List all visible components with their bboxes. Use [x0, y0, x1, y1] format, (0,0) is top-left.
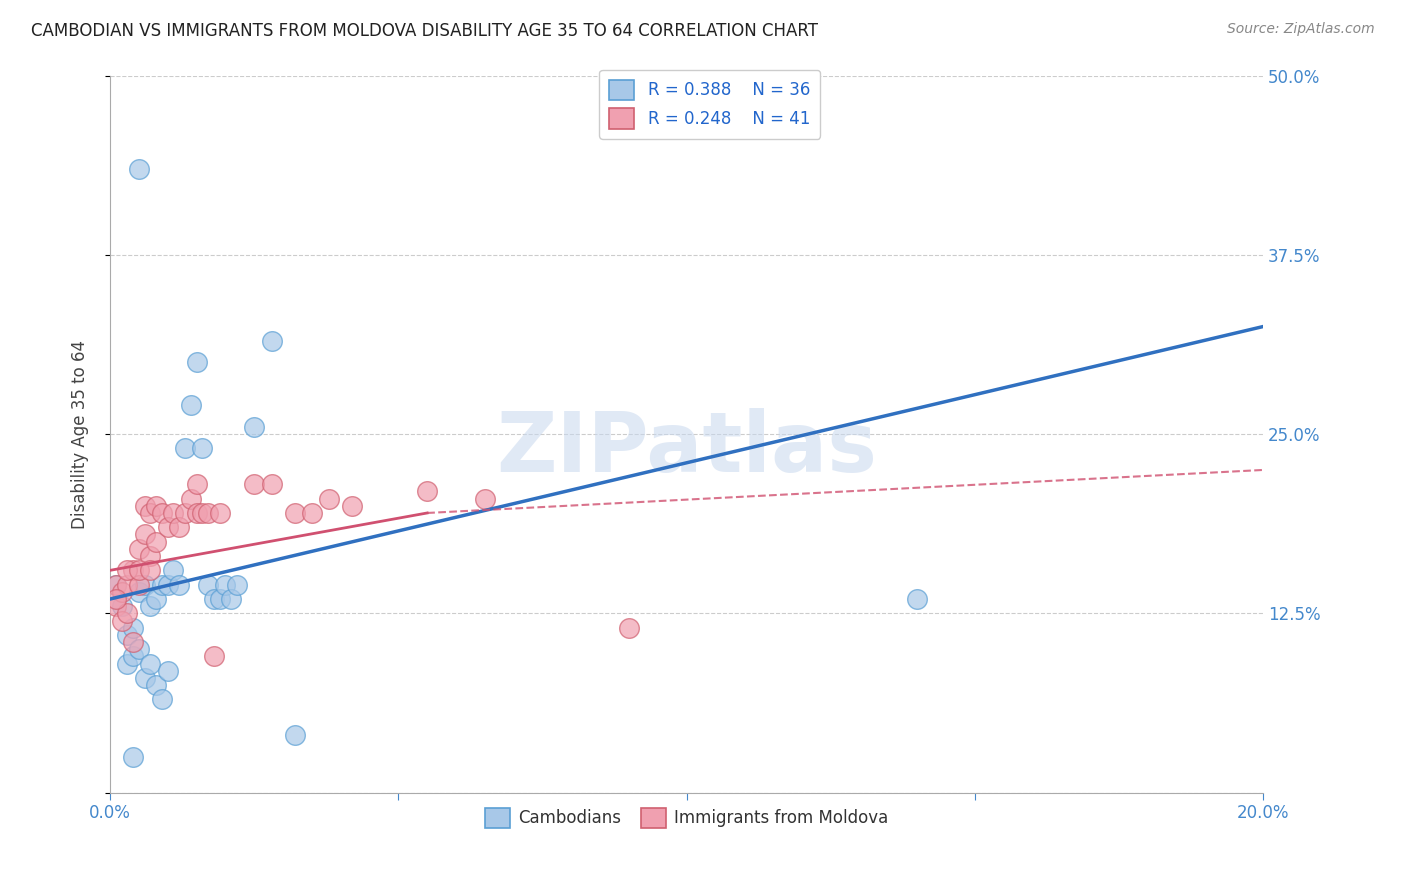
Point	[139, 563, 162, 577]
Point	[162, 563, 184, 577]
Point	[128, 642, 150, 657]
Point	[104, 592, 127, 607]
Point	[197, 577, 219, 591]
Point	[150, 506, 173, 520]
Point	[162, 506, 184, 520]
Point	[167, 520, 190, 534]
Point	[145, 499, 167, 513]
Point	[301, 506, 323, 520]
Point	[474, 491, 496, 506]
Point	[122, 635, 145, 649]
Point	[150, 577, 173, 591]
Point	[128, 563, 150, 577]
Point	[122, 649, 145, 664]
Point	[260, 477, 283, 491]
Point	[110, 599, 132, 614]
Point	[134, 671, 156, 685]
Point	[202, 649, 225, 664]
Point	[180, 491, 202, 506]
Point	[150, 692, 173, 706]
Point	[134, 499, 156, 513]
Point	[905, 592, 928, 607]
Point	[342, 499, 364, 513]
Point	[117, 628, 139, 642]
Point	[110, 614, 132, 628]
Point	[174, 442, 197, 456]
Point	[167, 577, 190, 591]
Point	[128, 577, 150, 591]
Point	[104, 599, 127, 614]
Point	[180, 398, 202, 412]
Point	[214, 577, 236, 591]
Point	[191, 506, 214, 520]
Point	[134, 527, 156, 541]
Legend: Cambodians, Immigrants from Moldova: Cambodians, Immigrants from Moldova	[478, 801, 896, 835]
Point	[191, 442, 214, 456]
Point	[139, 657, 162, 671]
Point	[134, 577, 156, 591]
Point	[186, 355, 208, 369]
Point	[186, 477, 208, 491]
Point	[284, 728, 307, 742]
Point	[202, 592, 225, 607]
Text: CAMBODIAN VS IMMIGRANTS FROM MOLDOVA DISABILITY AGE 35 TO 64 CORRELATION CHART: CAMBODIAN VS IMMIGRANTS FROM MOLDOVA DIS…	[31, 22, 818, 40]
Point	[117, 563, 139, 577]
Point	[617, 621, 640, 635]
Point	[128, 585, 150, 599]
Point	[128, 161, 150, 176]
Point	[260, 334, 283, 348]
Point	[284, 506, 307, 520]
Point	[104, 577, 127, 591]
Point	[243, 477, 266, 491]
Point	[117, 607, 139, 621]
Point	[197, 506, 219, 520]
Point	[156, 520, 179, 534]
Point	[219, 592, 242, 607]
Point	[226, 577, 249, 591]
Point	[318, 491, 340, 506]
Point	[174, 506, 197, 520]
Point	[416, 484, 439, 499]
Point	[139, 549, 162, 563]
Point	[156, 577, 179, 591]
Point	[122, 621, 145, 635]
Text: ZIPatlas: ZIPatlas	[496, 408, 877, 489]
Point	[156, 664, 179, 678]
Point	[128, 541, 150, 556]
Point	[110, 585, 132, 599]
Point	[122, 749, 145, 764]
Point	[117, 657, 139, 671]
Point	[139, 506, 162, 520]
Y-axis label: Disability Age 35 to 64: Disability Age 35 to 64	[72, 340, 89, 529]
Point	[117, 577, 139, 591]
Point	[243, 420, 266, 434]
Point	[145, 534, 167, 549]
Point	[208, 592, 231, 607]
Point	[145, 678, 167, 692]
Text: Source: ZipAtlas.com: Source: ZipAtlas.com	[1227, 22, 1375, 37]
Point	[139, 599, 162, 614]
Point	[122, 563, 145, 577]
Point	[186, 506, 208, 520]
Point	[145, 592, 167, 607]
Point	[104, 577, 127, 591]
Point	[208, 506, 231, 520]
